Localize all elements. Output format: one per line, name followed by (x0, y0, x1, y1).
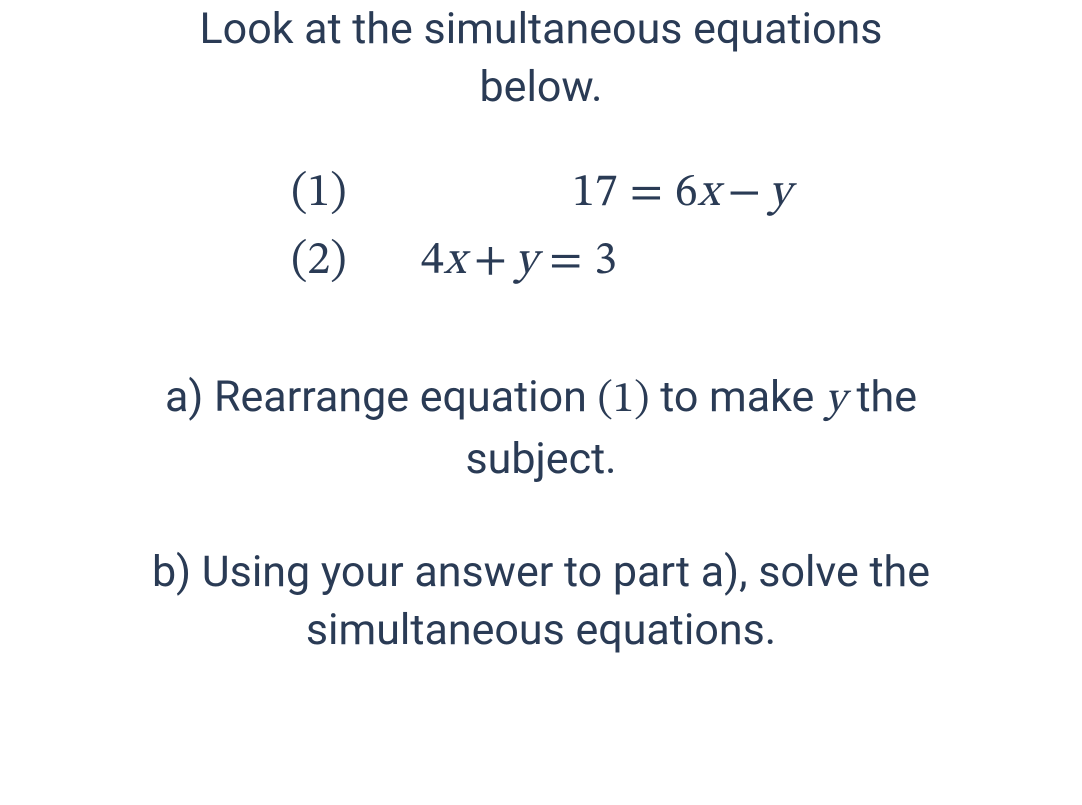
eq2-rhs: 3 (594, 238, 617, 284)
part-b: b) Using your answer to part a), solve t… (20, 543, 1062, 659)
intro-line-2: below. (480, 62, 603, 112)
part-a-prefix: a) Rearrange equation (165, 372, 598, 422)
part-b-line2: simultaneous equations. (306, 605, 776, 655)
intro-line-1: Look at the simultaneous equations (200, 4, 883, 54)
equals-sign: = (537, 230, 594, 292)
part-b-line1: b) Using your answer to part a), solve t… (152, 547, 930, 597)
eq1-var-x: x (698, 170, 720, 216)
minus-sign: − (720, 162, 769, 224)
eq2-var-x: x (444, 238, 466, 284)
part-a-line2: subject. (465, 434, 616, 484)
eq1-coef-a: 6 (675, 170, 698, 216)
part-a-mid: to make (650, 372, 825, 422)
equations-wrap: (1) 17=6x−y (2) 4x+y=3 (291, 156, 791, 298)
equations-block: (1) 17=6x−y (2) 4x+y=3 (20, 156, 1062, 298)
equals-sign: = (618, 162, 675, 224)
equation-1-body: 17=6x−y (421, 162, 791, 224)
eq1-var-y: y (769, 170, 791, 216)
eq2-coef-a: 4 (421, 238, 444, 284)
part-a-suffix1: the (846, 372, 917, 422)
plus-sign: + (466, 230, 515, 292)
part-a: a) Rearrange equation (1) to make y the … (20, 368, 1062, 488)
problem-page: Look at the simultaneous equations below… (0, 0, 1082, 805)
equation-1-label: (1) (291, 162, 421, 224)
eq1-lhs: 17 (572, 170, 618, 216)
eq2-var-y: y (515, 238, 537, 284)
part-a-eqref: (1) (598, 379, 650, 422)
equation-2-label: (2) (291, 230, 421, 292)
equation-2: (2) 4x+y=3 (291, 230, 791, 292)
equation-2-body: 4x+y=3 (421, 230, 791, 292)
equation-1: (1) 17=6x−y (291, 162, 791, 224)
intro-text: Look at the simultaneous equations below… (20, 0, 1062, 146)
part-a-var: y (825, 379, 846, 422)
